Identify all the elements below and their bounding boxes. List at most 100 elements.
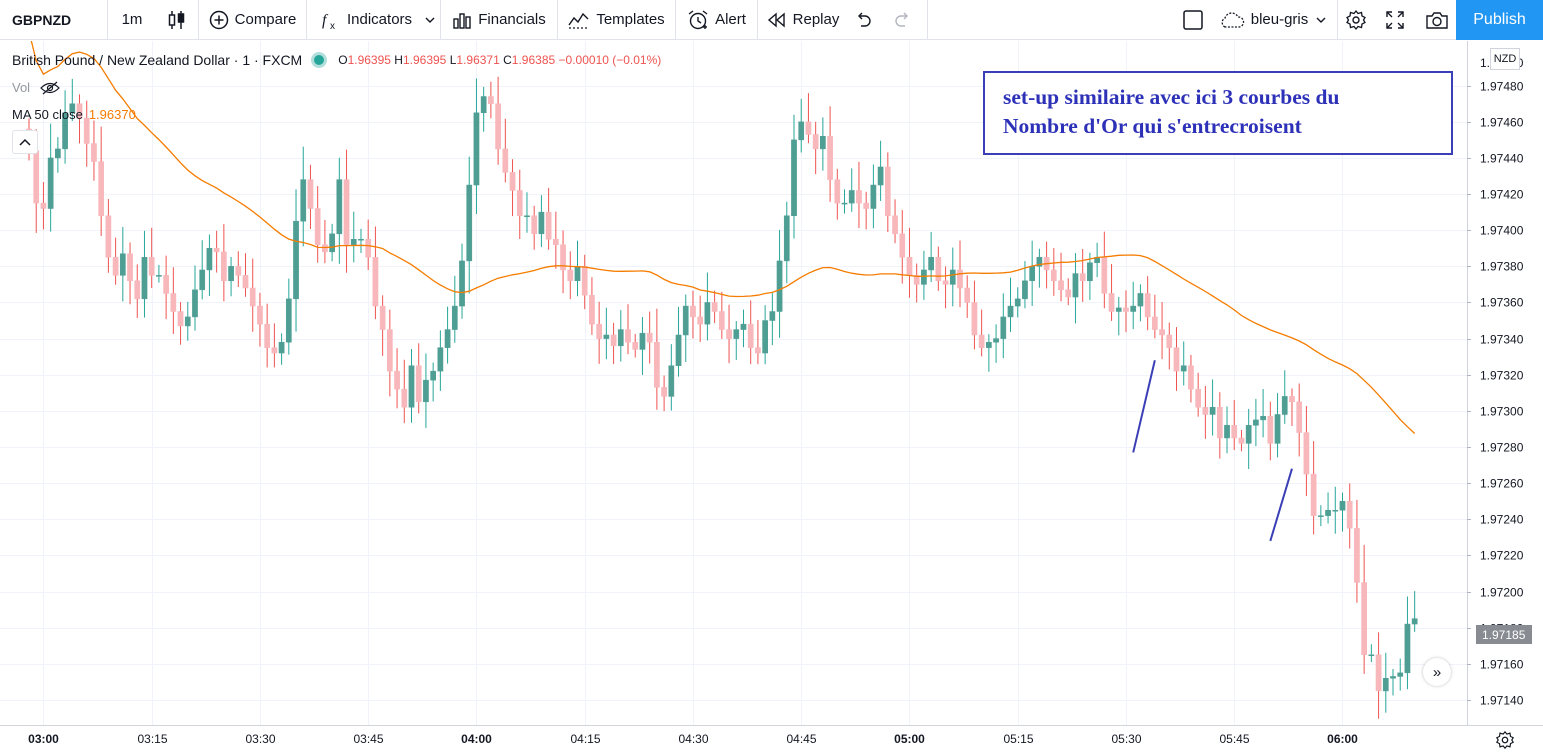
alert-label: Alert [715, 11, 746, 28]
candle-body [242, 275, 249, 289]
financials-button[interactable]: Financials [441, 0, 558, 40]
symbol-search-button[interactable]: GBPNZD [0, 0, 108, 40]
open-value: 1.96395 [347, 53, 391, 67]
candle-body [55, 148, 61, 159]
candle-body [1339, 500, 1346, 511]
high-value: 1.96395 [402, 53, 447, 67]
candle-body [1058, 280, 1064, 291]
candle-body [1310, 473, 1317, 516]
candle-body [350, 238, 357, 245]
candle-body [776, 260, 783, 312]
fullscreen-button[interactable] [1373, 0, 1417, 40]
time-tick-label: 06:00 [1327, 732, 1358, 746]
scroll-to-realtime-button[interactable]: » [1423, 658, 1451, 686]
candle-body [899, 233, 906, 258]
candle-body [545, 211, 552, 240]
candle-body [372, 257, 379, 307]
time-tick-label: 05:00 [894, 732, 925, 746]
instrument-name[interactable]: British Pound / New Zealand Dollar · 1 ·… [12, 52, 303, 68]
gear-icon[interactable] [1495, 730, 1515, 750]
snapshot-button[interactable] [1417, 0, 1456, 40]
alert-button[interactable]: Alert [676, 0, 758, 40]
candle-body [682, 305, 689, 336]
candle-body [1007, 305, 1014, 318]
time-tick-label: 04:15 [570, 732, 600, 746]
candle-body [1274, 414, 1281, 444]
redo-button[interactable] [878, 0, 928, 40]
candle-body [40, 202, 47, 209]
candle-body [906, 257, 913, 276]
candle-body [83, 117, 90, 144]
candle-body [704, 302, 711, 325]
candle-body [134, 280, 141, 300]
candle-body [33, 150, 40, 204]
candle-body [1144, 293, 1151, 318]
candle-body [834, 179, 841, 204]
candle-body [798, 121, 805, 141]
time-tick-label: 05:45 [1219, 732, 1249, 746]
candle-body [1152, 316, 1158, 330]
templates-button[interactable]: Templates [558, 0, 676, 40]
price-tick-label: 1.97300 [1480, 405, 1524, 419]
candle-body [156, 275, 162, 277]
volume-label[interactable]: Vol [12, 80, 31, 95]
currency-label[interactable]: NZD [1490, 48, 1520, 70]
candle-body [625, 329, 631, 343]
candle-body [668, 365, 675, 397]
candle-body [841, 202, 848, 205]
collapse-legend-button[interactable] [12, 130, 38, 154]
bar-chart-icon [453, 12, 471, 29]
publish-button[interactable]: Publish [1456, 0, 1543, 40]
price-tick-label: 1.97200 [1480, 586, 1524, 600]
candle-body [791, 139, 797, 216]
candle-body [1050, 269, 1057, 282]
ma-legend[interactable]: MA 50 close 1.96370 [12, 107, 136, 122]
chevron-down-icon [1316, 17, 1326, 23]
time-tick-label: 05:30 [1111, 732, 1141, 746]
settings-button[interactable] [1338, 0, 1373, 40]
candle-body [993, 338, 999, 343]
annotation-text-box[interactable]: set-up similaire avec ici 3 courbes du N… [983, 71, 1453, 155]
candle-body [444, 329, 451, 348]
candle-body [646, 332, 653, 343]
candle-body [661, 387, 667, 397]
candle-body [971, 302, 978, 336]
interval-button[interactable]: 1m [108, 0, 156, 40]
time-tick-label: 03:45 [353, 732, 383, 746]
candle-body [949, 269, 956, 285]
candle-body [1101, 257, 1108, 294]
chevron-down-icon[interactable] [425, 16, 435, 24]
candle-body [300, 179, 307, 222]
undo-button[interactable] [848, 0, 878, 40]
replay-button[interactable]: Replay [758, 0, 848, 40]
ohlc-values: O1.96395 H1.96395 L1.96371 C1.96385 −0.0… [338, 53, 661, 67]
volume-legend: Vol [12, 80, 60, 95]
eye-crossed-icon[interactable] [40, 81, 60, 95]
time-tick-label: 03:00 [28, 732, 59, 746]
replay-label: Replay [792, 11, 840, 28]
indicators-button[interactable]: f x Indicators [307, 0, 441, 40]
time-tick-label: 04:45 [786, 732, 816, 746]
candle-body [1354, 528, 1360, 583]
candle-body [1130, 305, 1137, 312]
candle-body [69, 103, 76, 114]
chart-type-button[interactable] [156, 0, 199, 40]
candle-body [365, 238, 372, 258]
candle-body [1188, 365, 1194, 390]
price-tick-label: 1.97220 [1480, 549, 1524, 563]
candle-body [184, 316, 191, 327]
candle-body [459, 260, 465, 307]
candle-body [336, 179, 343, 235]
candle-body [1072, 273, 1079, 298]
layout-button[interactable] [1178, 0, 1208, 40]
low-label: L [449, 53, 457, 67]
candle-body [408, 365, 415, 408]
candle-body [1368, 654, 1375, 657]
candle-body [913, 275, 920, 285]
chart-layout-menu[interactable]: bleu-gris [1208, 0, 1338, 40]
candle-body [812, 134, 819, 150]
last-price-label: 1.97185 [1476, 625, 1532, 644]
candle-body [502, 148, 509, 173]
compare-button[interactable]: Compare [199, 0, 307, 40]
trend-line [1132, 360, 1156, 453]
